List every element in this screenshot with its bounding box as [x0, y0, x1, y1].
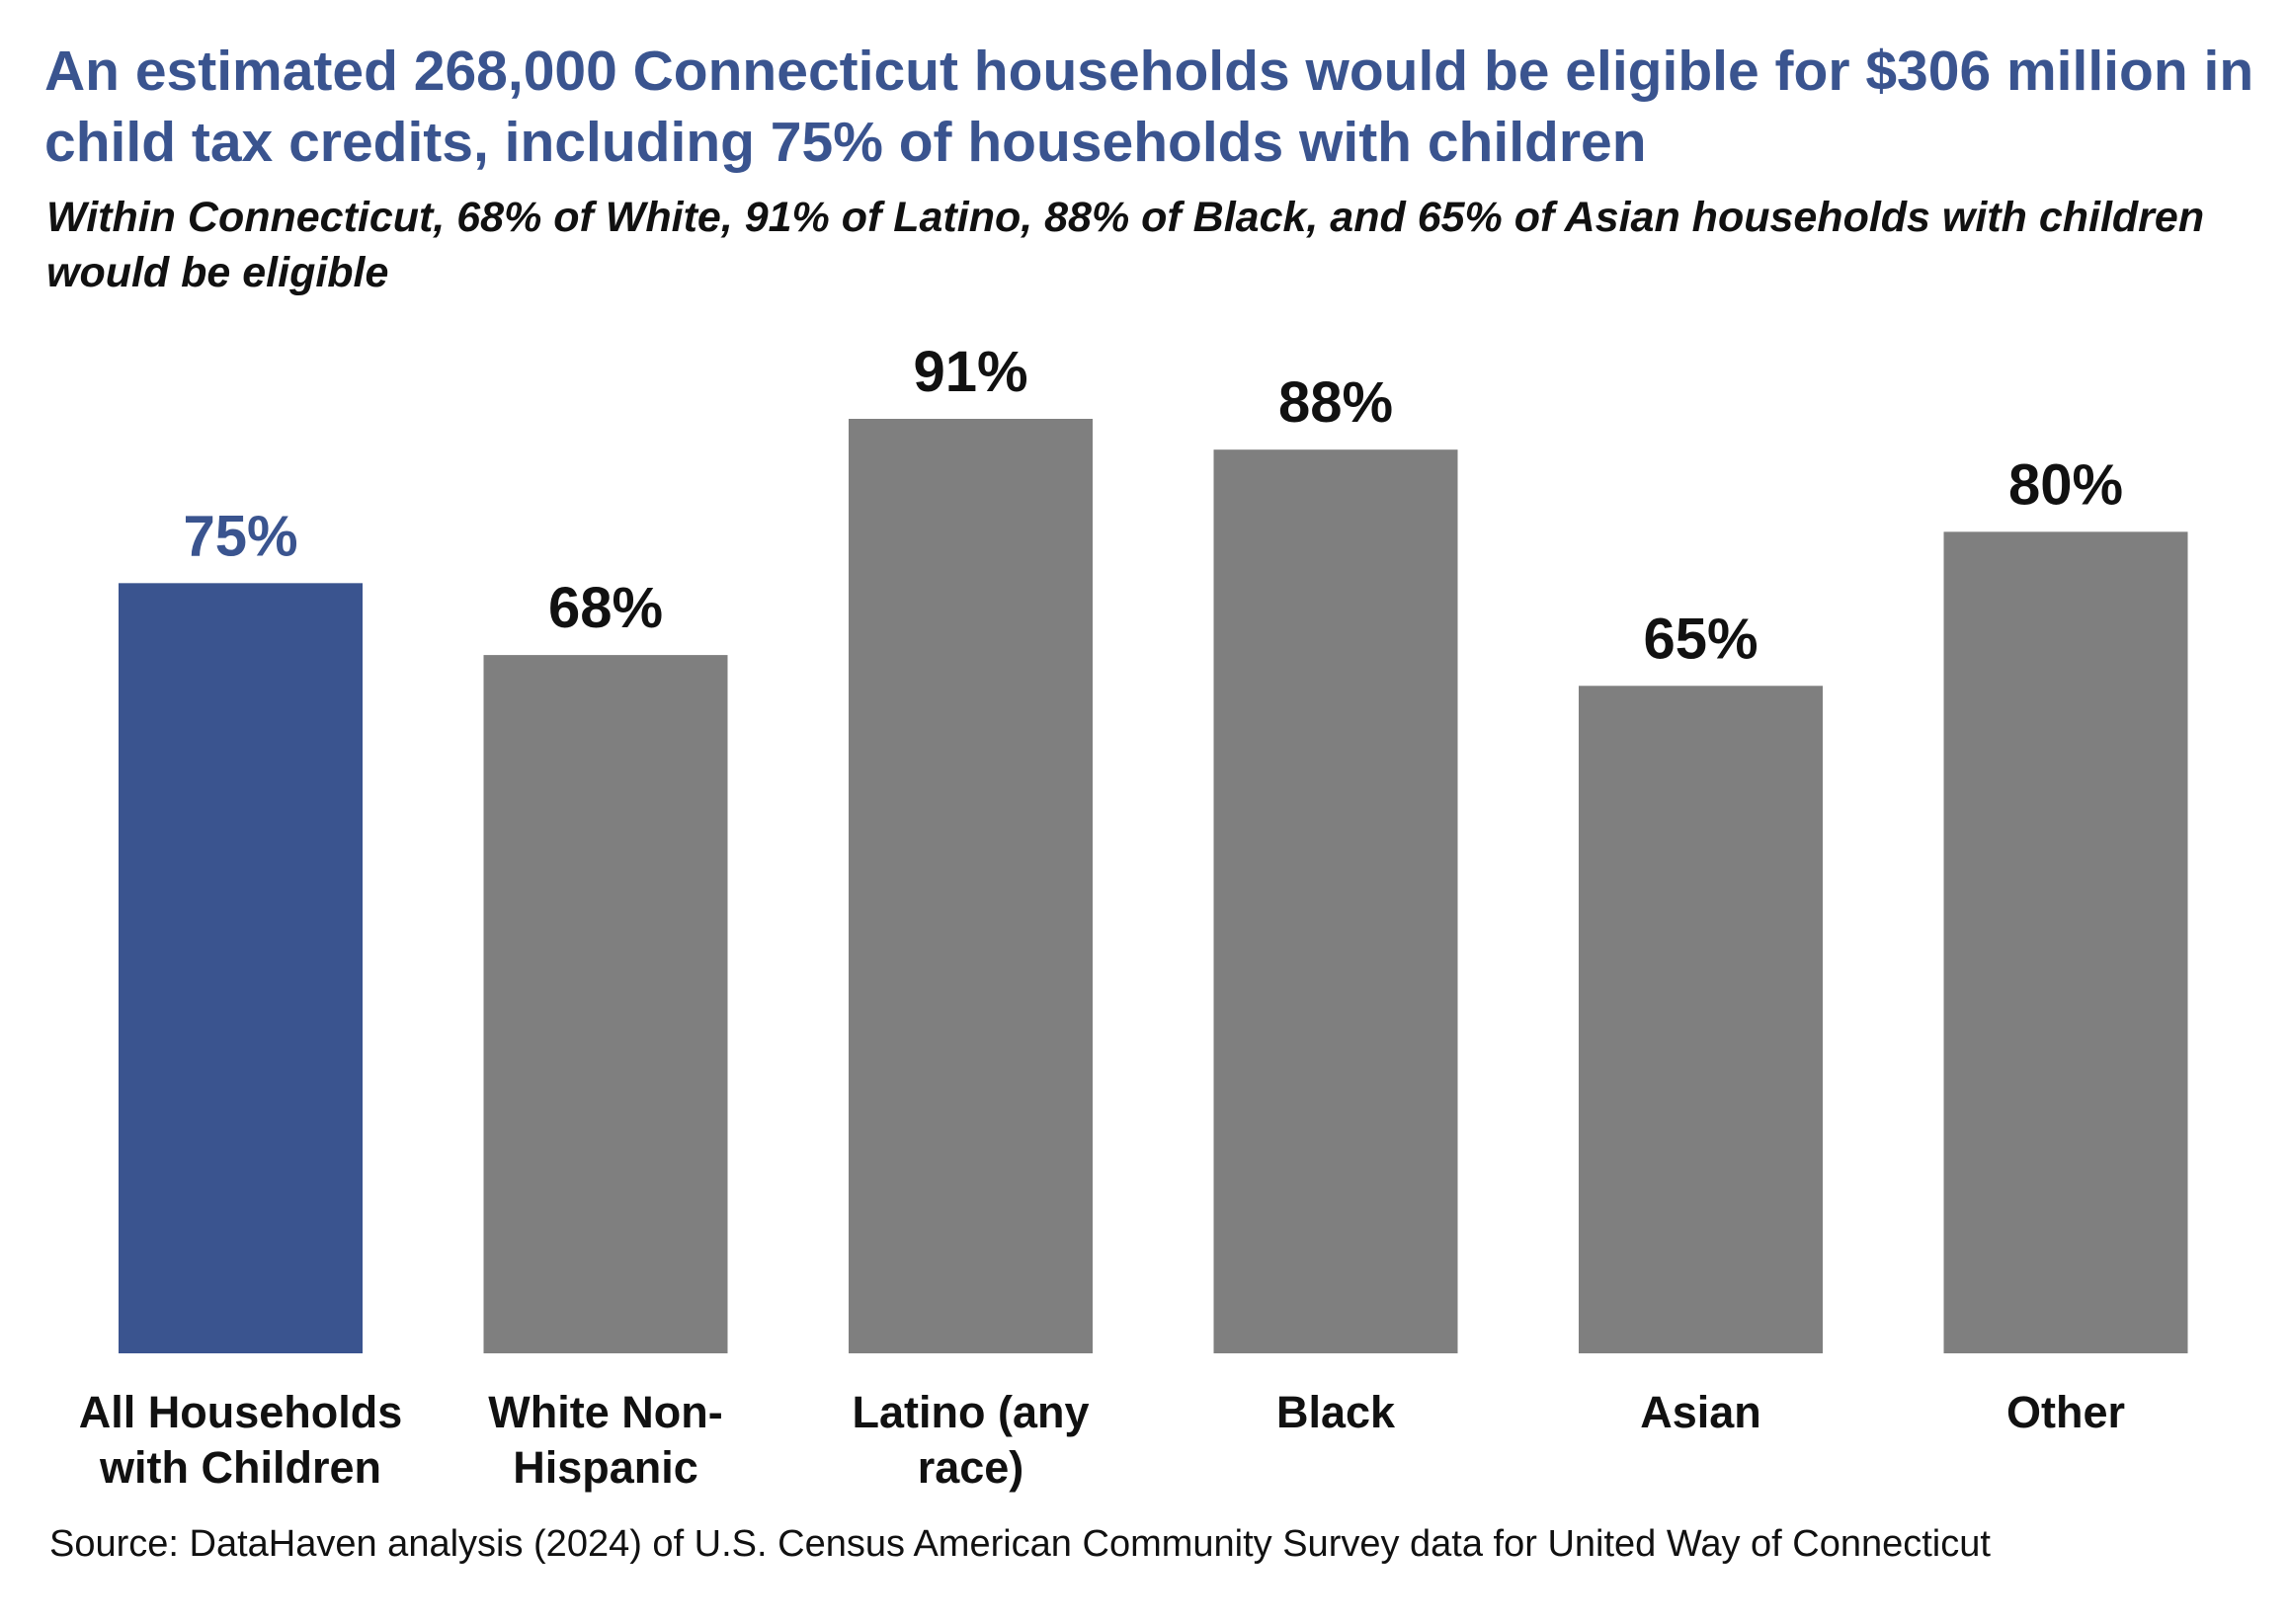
bar: [1213, 449, 1458, 1354]
value-label: 88%: [1278, 370, 1393, 435]
x-tick-label: All Households with Children: [78, 1387, 403, 1493]
source-note: Source: DataHaven analysis (2024) of U.S…: [49, 1523, 1991, 1565]
value-label: 68%: [548, 576, 663, 640]
bar: [849, 419, 1093, 1353]
bar: [119, 583, 363, 1353]
value-label: 65%: [1643, 607, 1758, 671]
x-tick-label: Other: [2005, 1387, 2125, 1437]
chart-title: An estimated 268,000 Connecticut househo…: [44, 40, 2254, 174]
x-tick-label: Latino (any race): [852, 1387, 1090, 1493]
value-label: 91%: [913, 340, 1027, 404]
bar: [483, 655, 728, 1353]
x-tick-label: Asian: [1640, 1387, 1761, 1437]
x-tick-label: White Non-Hispanic: [488, 1387, 723, 1493]
x-tick-label: Black: [1275, 1387, 1396, 1437]
value-label: 75%: [183, 504, 297, 568]
value-label: 80%: [2008, 452, 2123, 517]
bar: [1579, 686, 1823, 1353]
bar: [1943, 531, 2188, 1353]
chart-subtitle: Within Connecticut, 68% of White, 91% of…: [46, 194, 2205, 296]
